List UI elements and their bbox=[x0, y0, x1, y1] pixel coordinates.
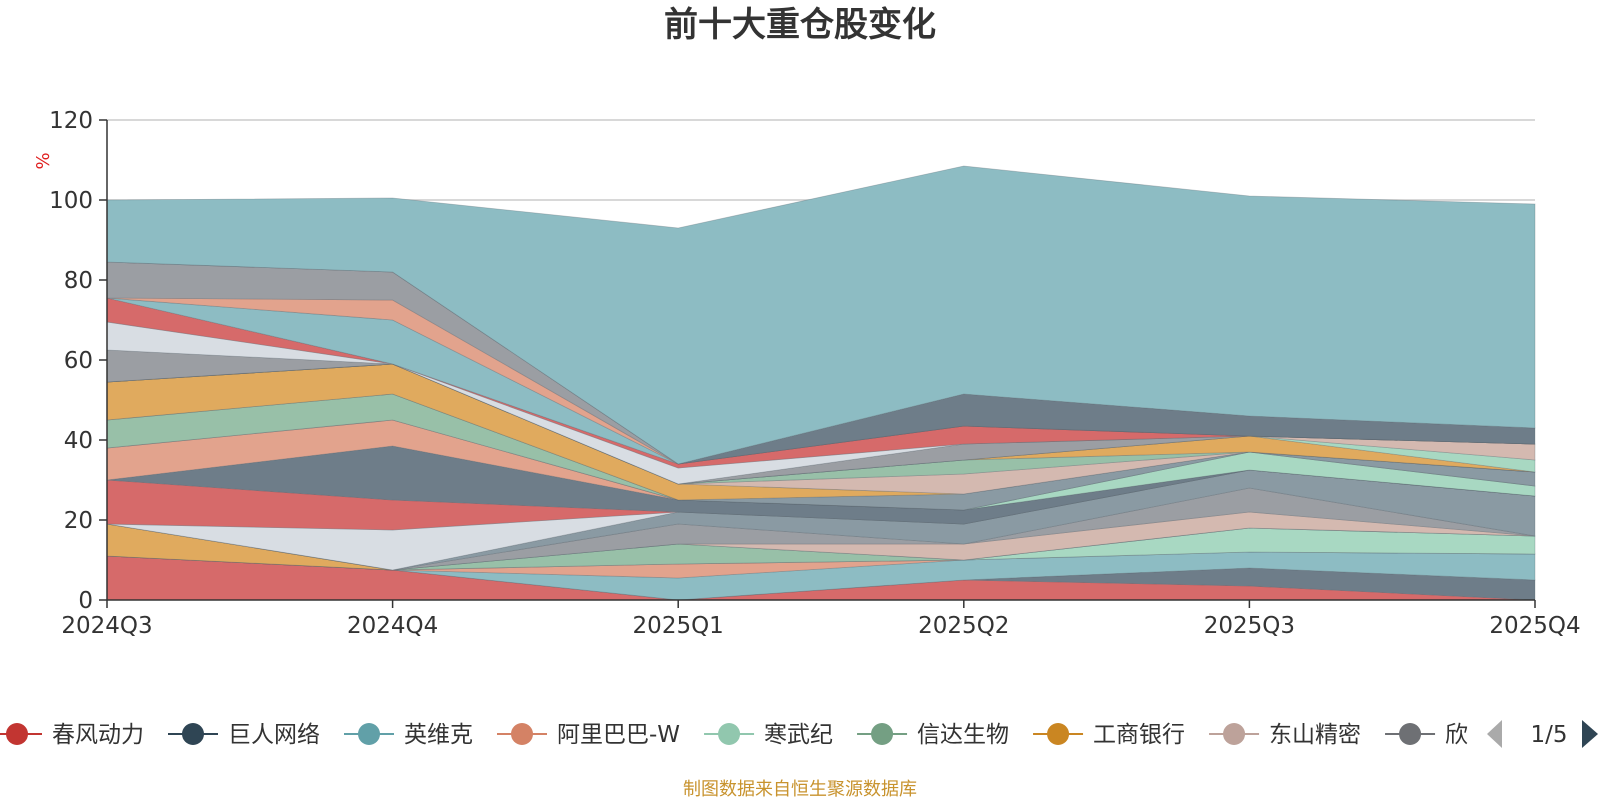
legend-item[interactable]: 英维克 bbox=[344, 722, 473, 748]
x-tick-label: 2025Q2 bbox=[918, 613, 1009, 639]
legend: 春风动力 巨人网络 英维克 阿里巴巴-W 寒武纪 信达生物 工商银行 东山精密 欣 1/5 bbox=[0, 720, 1598, 748]
legend-label: 英维克 bbox=[404, 722, 473, 748]
chart-title: 前十大重仓股变化 bbox=[664, 5, 936, 45]
legend-item[interactable]: 春风动力 bbox=[0, 722, 144, 748]
legend-circle-marker bbox=[1223, 723, 1246, 745]
area-layer-26 bbox=[106, 297, 1536, 469]
area-layer-16 bbox=[106, 393, 1536, 511]
legend-circle-marker bbox=[1047, 723, 1070, 745]
legend-label: 巨人网络 bbox=[228, 722, 320, 748]
x-tick-label: 2025Q3 bbox=[1204, 613, 1295, 639]
legend-item[interactable]: 信达生物 bbox=[857, 722, 1009, 748]
legend-label: 寒武纪 bbox=[764, 722, 833, 748]
stacked-areas bbox=[106, 165, 1536, 601]
area-layer-2 bbox=[106, 555, 1536, 601]
legend-prev-page-icon[interactable] bbox=[1487, 720, 1502, 748]
legend-circle-marker bbox=[358, 723, 380, 745]
y-tick-label: 100 bbox=[49, 188, 93, 214]
legend-label: 信达生物 bbox=[917, 722, 1009, 748]
y-axis-unit: % bbox=[33, 152, 54, 169]
x-tick-label: 2025Q4 bbox=[1489, 613, 1580, 639]
legend-circle-marker bbox=[871, 723, 894, 745]
legend-label: 东山精密 bbox=[1269, 722, 1361, 748]
area-layer-29 bbox=[106, 261, 1536, 465]
x-axis-ticks: 2024Q3 2024Q4 2025Q1 2025Q2 2025Q3 2025Q4 bbox=[61, 600, 1581, 639]
legend-circle-marker bbox=[6, 723, 28, 745]
legend-circle-marker bbox=[718, 723, 741, 745]
x-tick-label: 2025Q1 bbox=[633, 613, 724, 639]
area-layer-24 bbox=[106, 349, 1536, 485]
legend-item[interactable]: 巨人网络 bbox=[168, 722, 320, 748]
legend-label: 阿里巴巴-W bbox=[557, 722, 680, 748]
legend-item[interactable]: 东山精密 bbox=[1209, 722, 1361, 748]
legend-item[interactable]: 阿里巴巴-W bbox=[497, 722, 680, 748]
legend-page-indicator: 1/5 bbox=[1530, 722, 1567, 748]
legend-item[interactable]: 寒武纪 bbox=[704, 722, 833, 748]
legend-item[interactable]: 欣 bbox=[1385, 722, 1468, 748]
legend-next-page-icon[interactable] bbox=[1582, 720, 1598, 748]
area-layer-25 bbox=[106, 321, 1536, 485]
area-layer-23 bbox=[106, 363, 1536, 485]
x-tick-label: 2024Q4 bbox=[347, 613, 438, 639]
area-layer-30 bbox=[106, 261, 1536, 465]
legend-label: 春风动力 bbox=[52, 722, 144, 748]
area-layer-12 bbox=[106, 469, 1536, 531]
area-layer-22 bbox=[106, 363, 1536, 485]
data-source-note: 制图数据来自恒生聚源数据库 bbox=[683, 779, 917, 800]
legend-circle-marker bbox=[511, 723, 533, 745]
area-layer-10 bbox=[106, 469, 1536, 571]
area-layer-18 bbox=[106, 363, 1536, 501]
y-axis-ticks: 0 20 40 60 80 100 120 bbox=[49, 108, 107, 614]
y-tick-label: 20 bbox=[64, 508, 93, 534]
area-layer-31 bbox=[106, 165, 1536, 465]
area-layer-3 bbox=[106, 551, 1536, 601]
legend-label: 欣 bbox=[1445, 722, 1468, 748]
y-tick-label: 60 bbox=[64, 348, 93, 374]
y-tick-label: 120 bbox=[49, 108, 93, 134]
y-tick-label: 0 bbox=[78, 588, 93, 614]
legend-circle-marker bbox=[182, 723, 204, 745]
legend-circle-marker bbox=[1399, 723, 1422, 745]
y-tick-label: 80 bbox=[64, 268, 93, 294]
legend-item[interactable]: 工商银行 bbox=[1033, 722, 1185, 748]
legend-label: 工商银行 bbox=[1093, 722, 1185, 748]
y-tick-label: 40 bbox=[64, 428, 93, 454]
x-tick-label: 2024Q3 bbox=[61, 613, 152, 639]
